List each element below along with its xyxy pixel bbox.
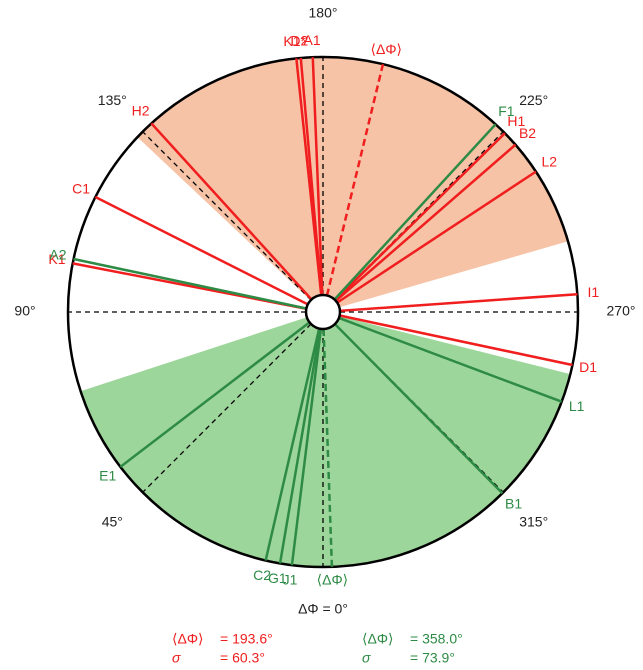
tick-label: 180° <box>309 5 338 21</box>
line-label: L2 <box>541 154 557 170</box>
angle-line <box>333 123 497 301</box>
angle-line <box>339 292 578 313</box>
angle-line <box>150 122 313 301</box>
angle-line <box>338 316 563 403</box>
line-label: K1* <box>283 33 306 49</box>
line-label: C1 <box>72 181 90 197</box>
mean-label: ⟨ΔΦ⟩ <box>317 572 348 588</box>
angle-line <box>334 323 504 495</box>
stat-value: = 60.3° <box>220 650 265 666</box>
tick-line <box>142 323 312 493</box>
angle-line <box>119 321 311 468</box>
angle-line <box>290 328 323 566</box>
mean-line <box>322 328 334 567</box>
line-label: L1 <box>569 398 585 414</box>
line-label: J1 <box>283 572 298 588</box>
ticks: ΔΦ = 0° 45° 90° 135° 180° 225° 270° 315° <box>14 5 635 617</box>
line-label: B1 <box>505 495 522 511</box>
line-label: G1 <box>268 570 287 586</box>
stat-value: = 358.0° <box>410 631 463 647</box>
line-label: I1 <box>587 284 599 300</box>
line-label: H1 <box>507 113 525 129</box>
angle-line <box>336 170 537 304</box>
line-label: K1 <box>48 251 65 267</box>
line-label: D2 <box>290 33 308 49</box>
tick-label: 45° <box>102 513 123 529</box>
angle-line <box>278 328 322 564</box>
tick-label: 270° <box>607 303 636 319</box>
angle-line <box>94 195 309 306</box>
stats: ⟨ΔΦ⟩ = 193.6° σ = 60.3° ⟨ΔΦ⟩ = 358.0° σ = 73.9° <box>172 631 463 666</box>
tick-label: 225° <box>519 92 548 108</box>
angle-line <box>335 143 517 302</box>
stat-value: = 73.9° <box>410 650 455 666</box>
line-label: F1 <box>498 103 515 119</box>
angle-line <box>334 132 506 301</box>
angle-line <box>299 57 323 296</box>
sigma-sector <box>80 312 571 568</box>
mean-line <box>325 63 385 296</box>
angle-line <box>264 328 321 561</box>
stat-name: σ <box>172 650 181 666</box>
line-label: H2 <box>132 102 150 118</box>
line-label: D1 <box>579 359 597 375</box>
angle-line <box>73 257 307 310</box>
stat-name: σ <box>362 650 371 666</box>
tick-label: 90° <box>14 303 35 319</box>
mean-label: ⟨ΔΦ⟩ <box>371 41 402 57</box>
line-label: A1 <box>304 32 321 48</box>
tick-label: 315° <box>519 513 548 529</box>
line-label: B2 <box>519 125 536 141</box>
stat-name: ⟨ΔΦ⟩ <box>172 631 203 647</box>
tick-label: ΔΦ = 0° <box>298 601 348 617</box>
tick-label: 135° <box>98 92 127 108</box>
stat-value: = 193.6° <box>220 631 273 647</box>
stat-name: ⟨ΔΦ⟩ <box>362 631 393 647</box>
line-label: C2 <box>253 567 271 583</box>
line-label: E1 <box>99 467 116 483</box>
angle-line <box>311 57 324 296</box>
tick-line <box>142 131 312 301</box>
line-label: A2 <box>49 246 66 262</box>
inner-circle <box>304 293 342 331</box>
angle-line <box>339 314 573 367</box>
